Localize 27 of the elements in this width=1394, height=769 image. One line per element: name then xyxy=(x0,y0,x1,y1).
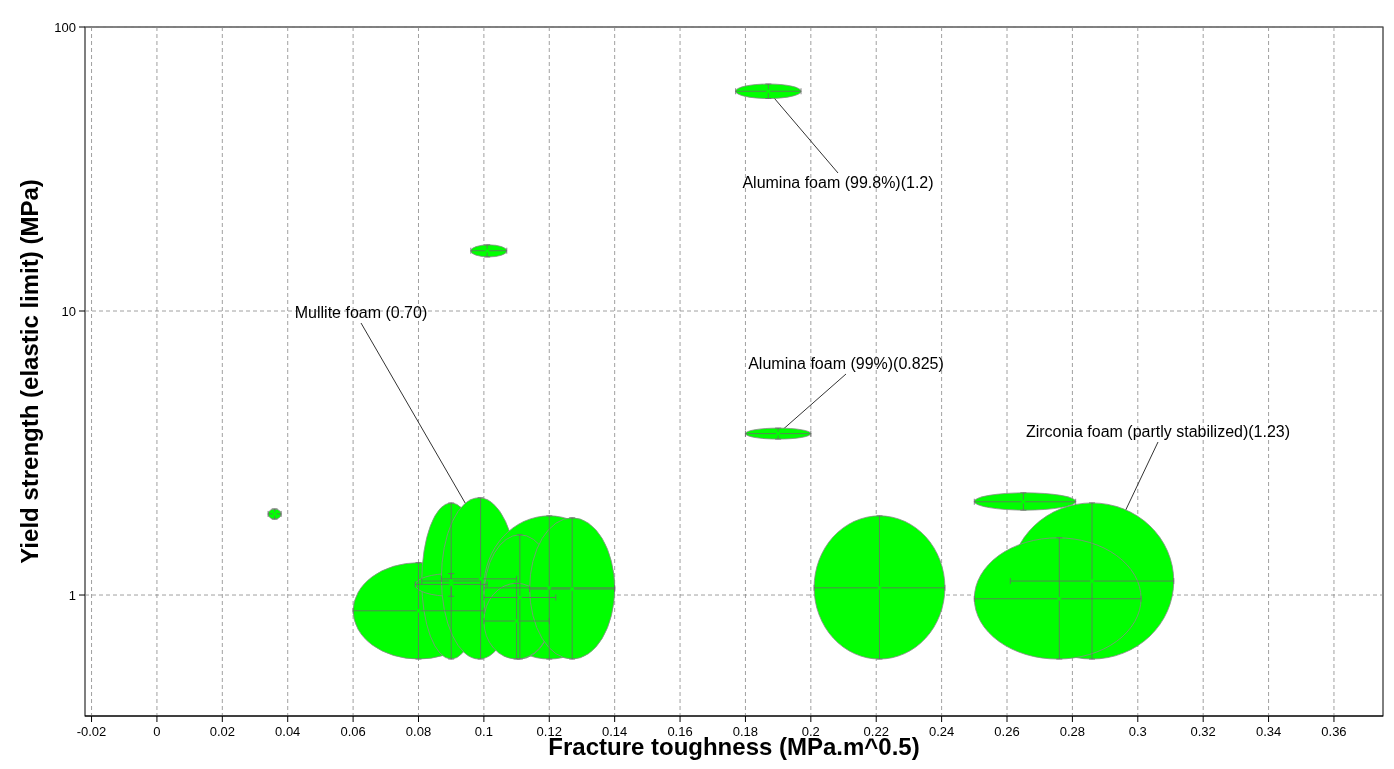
x-tick-label: 0.22 xyxy=(863,724,889,739)
annotation: Zirconia foam (partly stabilized)(1.23) xyxy=(1025,423,1291,440)
x-tick-label: 0.1 xyxy=(474,724,493,739)
x-tick-label: 0.2 xyxy=(801,724,820,739)
y-tick-label: 10 xyxy=(61,304,76,320)
x-tick-label: 0.08 xyxy=(405,724,432,739)
y-tick-label: 1 xyxy=(68,588,76,604)
x-tick-label: 0.28 xyxy=(1059,724,1086,739)
x-tick-label: 0.14 xyxy=(602,724,628,739)
y-axis-title: Yield strength (elastic limit) (MPa) xyxy=(16,179,43,564)
x-tick-label: 0.18 xyxy=(732,724,759,739)
annotation: Alumina foam (99%)(0.825) xyxy=(748,355,944,372)
x-tick-label: 0.16 xyxy=(667,724,693,739)
x-tick-label: 0.34 xyxy=(1255,724,1282,739)
x-tick-label: 0.24 xyxy=(928,724,955,739)
annotation: Alumina foam (99.8%)(1.2) xyxy=(742,174,934,191)
x-tick-label: 0.32 xyxy=(1190,724,1216,739)
x-tick-label: 0.06 xyxy=(340,724,366,739)
x-tick-label: 0.26 xyxy=(994,724,1020,739)
annotation: Mullite foam (0.70) xyxy=(294,304,428,321)
x-tick-label: -0.02 xyxy=(76,724,107,739)
x-tick-label: 0.36 xyxy=(1321,724,1347,739)
x-tick-label: 0 xyxy=(153,724,161,739)
y-tick-label: 100 xyxy=(54,20,76,35)
x-tick-label: 0.3 xyxy=(1128,724,1147,739)
x-tick-label: 0.02 xyxy=(209,724,235,739)
x-tick-label: 0.04 xyxy=(275,724,301,739)
